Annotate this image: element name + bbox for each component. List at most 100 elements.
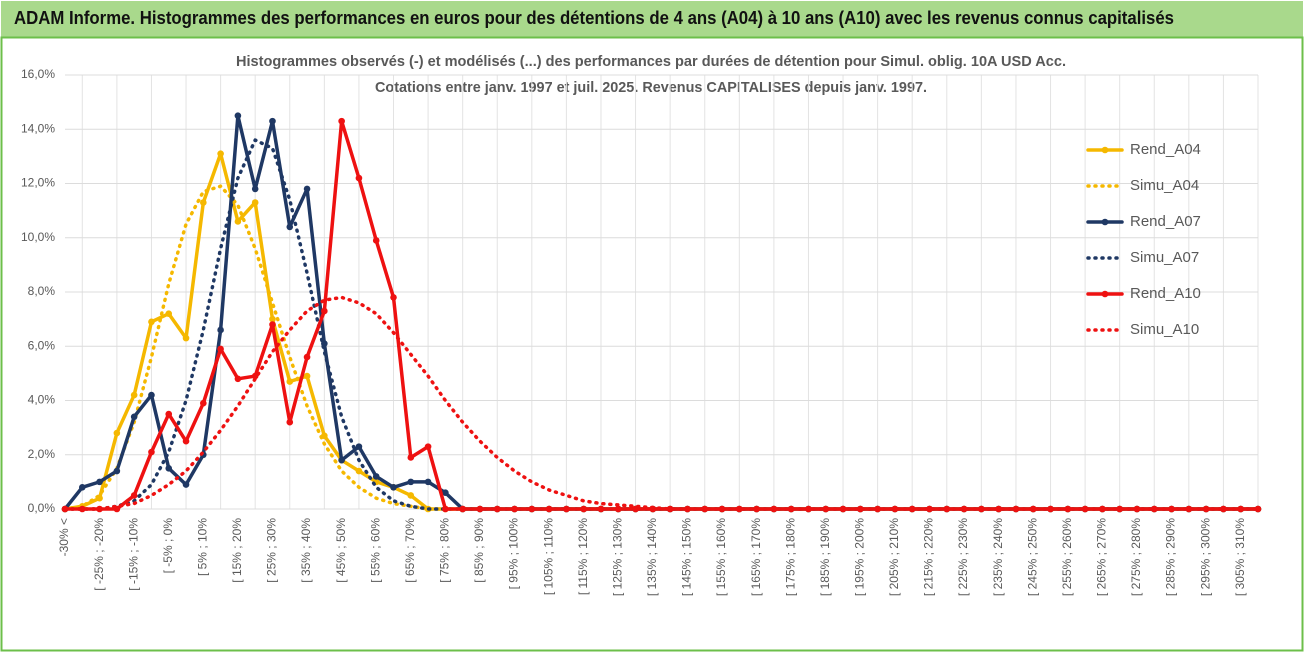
point <box>148 448 155 456</box>
point <box>217 150 224 157</box>
point <box>563 505 570 513</box>
point <box>960 505 968 513</box>
point <box>234 375 242 383</box>
x-tick-label: [ 55% ; 60% <box>368 518 382 583</box>
point <box>234 218 242 225</box>
point <box>511 505 518 513</box>
x-tick-label: -30% < <box>57 518 71 556</box>
legend-label: Simu_A10 <box>1130 321 1199 338</box>
point <box>390 484 397 491</box>
point <box>303 185 311 193</box>
y-tick-label: 10,0% <box>21 230 55 244</box>
point <box>1029 505 1037 513</box>
point <box>701 505 709 513</box>
point <box>372 237 380 244</box>
x-tick-label: [ 115% ; 120% <box>576 518 590 595</box>
x-tick-label: [ 205% ; 210% <box>887 518 901 596</box>
x-tick-label: [ 125% ; 130% <box>610 518 624 596</box>
point <box>528 505 536 513</box>
x-tick-label: [ 45% ; 50% <box>334 518 348 583</box>
x-tick-label: [ 225% ; 230% <box>956 518 970 596</box>
legend-label: Simu_A04 <box>1130 177 1199 194</box>
legend-marker <box>1101 146 1109 154</box>
point <box>286 418 294 426</box>
x-tick-label: [ 85% ; 90% <box>472 518 486 583</box>
x-tick-label: [ 275% ; 280% <box>1129 518 1143 596</box>
x-tick-label: [ 145% ; 150% <box>680 518 694 596</box>
point <box>1220 505 1227 513</box>
point <box>130 391 138 399</box>
x-tick-label: [ 185% ; 190% <box>818 518 832 596</box>
point <box>269 321 276 328</box>
y-tick-label: 4,0% <box>28 393 56 407</box>
x-tick-label: [ 105% ; 110% <box>541 518 555 595</box>
x-tick-label: [ 235% ; 240% <box>991 518 1005 596</box>
x-tick-label: [ 255% ; 260% <box>1060 518 1074 596</box>
y-tick-label: 16,0% <box>21 67 55 81</box>
point <box>286 378 294 385</box>
x-tick-label: [ -25% ; -20% <box>92 518 106 591</box>
x-tick-label: [ 135% ; 140% <box>645 518 659 596</box>
series-line <box>63 295 1260 511</box>
x-tick-label: [ 215% ; 220% <box>922 518 936 596</box>
point <box>736 505 743 513</box>
chart-border <box>0 36 1304 652</box>
point <box>407 492 415 499</box>
y-tick-label: 12,0% <box>21 176 55 190</box>
point <box>1254 505 1262 513</box>
point <box>372 473 380 480</box>
point <box>355 467 363 475</box>
point <box>182 481 190 488</box>
y-tick-label: 2,0% <box>28 447 56 461</box>
point <box>424 443 432 450</box>
legend-label: Rend_A04 <box>1130 141 1201 158</box>
x-tick-label: [ -5% ; 0% <box>161 518 175 574</box>
point <box>251 185 259 193</box>
point <box>251 199 259 206</box>
x-tick-label: [ 175% ; 180% <box>783 518 797 596</box>
legend-label: Simu_A07 <box>1130 249 1199 266</box>
point <box>217 345 224 353</box>
chart-title: Histogrammes observés (-) et modélisés (… <box>236 53 1066 70</box>
point <box>269 117 276 125</box>
point <box>182 334 190 342</box>
point <box>355 174 363 182</box>
chart-subtitle: Cotations entre janv. 1997 et juil. 2025… <box>375 79 927 96</box>
x-tick-label: [ 35% ; 40% <box>299 518 313 583</box>
point <box>286 223 294 231</box>
legend-label: Rend_A07 <box>1130 213 1201 230</box>
x-tick-label: [ 95% ; 100% <box>507 518 521 590</box>
point <box>165 310 173 318</box>
point <box>597 505 605 513</box>
point <box>614 505 622 513</box>
point <box>78 484 86 491</box>
x-tick-label: [ 65% ; 70% <box>403 518 417 583</box>
point <box>269 315 276 323</box>
y-tick-label: 6,0% <box>28 338 56 352</box>
point <box>390 294 397 301</box>
x-tick-label: [ -15% ; -10% <box>126 518 140 591</box>
point <box>476 505 484 513</box>
point <box>234 112 242 119</box>
point <box>165 465 173 472</box>
point <box>130 492 138 499</box>
point <box>407 454 415 461</box>
y-tick-label: 0,0% <box>28 501 56 515</box>
x-tick-label: [ 15% ; 20% <box>230 518 244 583</box>
point <box>338 456 345 464</box>
point <box>459 505 466 513</box>
point <box>113 429 121 437</box>
x-tick-label: [ 195% ; 200% <box>853 518 867 596</box>
x-tick-label: [ 75% ; 80% <box>438 518 452 583</box>
point <box>148 318 155 326</box>
x-tick-label: [ 5% ; 10% <box>195 518 209 576</box>
point <box>200 199 207 206</box>
legend-marker <box>1101 218 1109 226</box>
point <box>217 326 224 334</box>
point <box>442 505 449 513</box>
point <box>130 413 138 421</box>
point <box>580 505 587 513</box>
point <box>113 467 121 475</box>
